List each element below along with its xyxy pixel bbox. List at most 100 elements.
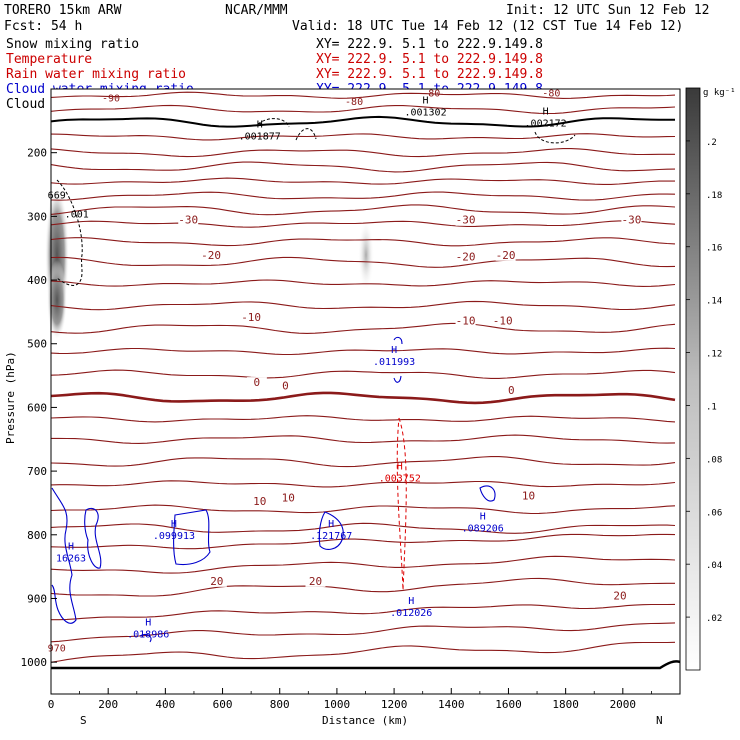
x-tick-label: 1800 — [552, 698, 579, 711]
max-marker: H — [543, 106, 549, 117]
isotherm — [50, 115, 675, 128]
partial-label: -80 — [422, 89, 440, 100]
isotherm — [50, 237, 676, 247]
y-tick-label: 1000 — [21, 656, 48, 669]
x-tick-label: 400 — [155, 698, 175, 711]
temperature-label: 10 — [522, 489, 535, 502]
colorbar-label: .18 — [706, 191, 722, 201]
temperature-label: 10 — [282, 491, 295, 504]
max-value: .001877 — [239, 132, 281, 143]
isotherm — [50, 577, 675, 597]
y-tick-label: 300 — [27, 210, 47, 223]
isotherm — [50, 191, 676, 201]
isotherm — [50, 622, 676, 643]
isotherm — [50, 391, 676, 405]
isotherm — [50, 480, 676, 488]
max-marker: H — [171, 519, 177, 530]
label-bg — [518, 490, 539, 502]
x-tick-label: 1400 — [438, 698, 465, 711]
temperature-label: 20 — [210, 575, 223, 588]
max-marker: H — [68, 541, 74, 552]
isotherm — [50, 220, 676, 228]
temperature-label: -20 — [496, 249, 516, 262]
label-bg — [621, 214, 642, 226]
field-cross-section: XY= 222.9. 5.1 to 222.9.149.8 — [316, 67, 543, 82]
label-bg — [201, 249, 222, 261]
y-tick-label: 900 — [27, 592, 47, 605]
x-tick-label: 1200 — [381, 698, 408, 711]
isotherm — [50, 533, 676, 550]
max-value: .001302 — [404, 107, 446, 118]
x-tick-label: 1000 — [324, 698, 351, 711]
isotherm — [50, 279, 676, 287]
partial-label: -80 — [345, 97, 363, 108]
field-name: Rain water mixing ratio — [6, 67, 186, 82]
partial-label: -90 — [102, 94, 120, 105]
max-value: .018986 — [127, 630, 169, 641]
y-tick-label: 400 — [27, 274, 47, 287]
isotherm — [50, 204, 676, 216]
label-bg — [278, 492, 299, 504]
colorbar-label: .14 — [706, 297, 722, 307]
temperature-label: -10 — [493, 314, 513, 327]
max-marker: H — [391, 345, 397, 356]
label-bg — [492, 315, 513, 327]
x-endpoint-left: S — [80, 714, 87, 727]
field-cross-section: XY= 222.9. 5.1 to 222.9.149.8 — [316, 52, 543, 67]
colorbar-label: .16 — [706, 244, 722, 254]
isotherm — [50, 322, 676, 334]
contour-labels: -30 -30 -30 -20 -20 -20 -10 -10 -10 0 0 0 10 10 10 20 20… — [48, 89, 642, 654]
temperature-label: -30 — [621, 214, 641, 227]
colorbar-label: .06 — [706, 508, 722, 518]
label-bg — [455, 214, 476, 226]
x-tick-label: 800 — [270, 698, 290, 711]
max-value: 16263 — [56, 553, 86, 564]
colorbar-label: .04 — [706, 561, 722, 571]
max-value: .121767 — [310, 531, 352, 542]
label-bg — [455, 315, 476, 327]
init-time: Init: 12 UTC Sun 12 Feb 12 — [506, 3, 710, 18]
temperature-label: -20 — [201, 249, 221, 262]
temperature-label: -10 — [241, 311, 261, 324]
y-tick-label: 600 — [27, 401, 47, 414]
valid-time: Valid: 18 UTC Tue 14 Feb 12 (12 CST Tue … — [292, 19, 683, 34]
max-value: .089206 — [462, 523, 504, 534]
isotherm — [50, 91, 676, 99]
temperature-label: 0 — [282, 379, 289, 392]
y-tick-label: 800 — [27, 529, 47, 542]
max-value: .002172 — [525, 118, 567, 129]
temperature-label: -30 — [178, 214, 198, 227]
label-bg — [206, 575, 227, 587]
label-bg — [501, 384, 522, 396]
temperature-label: -20 — [456, 251, 476, 264]
x-tick-label: 600 — [213, 698, 233, 711]
colorbar-label: .12 — [706, 350, 722, 360]
temperature-contours — [50, 91, 676, 663]
max-marker: H — [397, 462, 403, 473]
isotherm — [50, 133, 676, 141]
isotherm — [50, 641, 676, 663]
max-value: .012026 — [390, 608, 432, 619]
isotherm — [50, 522, 676, 534]
temperature-label: -10 — [456, 314, 476, 327]
x-endpoint-right: N — [656, 714, 663, 727]
max-value: 669 — [48, 190, 66, 201]
isotherm — [50, 104, 676, 115]
label-bg — [249, 496, 270, 508]
label-bg — [246, 377, 267, 389]
plot-area — [51, 89, 680, 694]
partial-label: 970 — [48, 643, 66, 654]
x-tick-label: 200 — [98, 698, 118, 711]
x-tick-label: 1600 — [495, 698, 522, 711]
isotherm — [50, 256, 676, 268]
temperature-label: 20 — [613, 589, 626, 602]
field-cross-section: XY= 222.9. 5.1 to 222.9.149.8 — [316, 37, 543, 52]
temperature-label: 20 — [309, 575, 322, 588]
isotherm — [50, 369, 676, 379]
field-name: Temperature — [6, 52, 92, 67]
label-bg — [178, 214, 199, 226]
y-tick-label: 700 — [27, 465, 47, 478]
max-marker: H — [480, 511, 486, 522]
label-bg — [275, 380, 296, 392]
terrain-line — [51, 660, 681, 670]
